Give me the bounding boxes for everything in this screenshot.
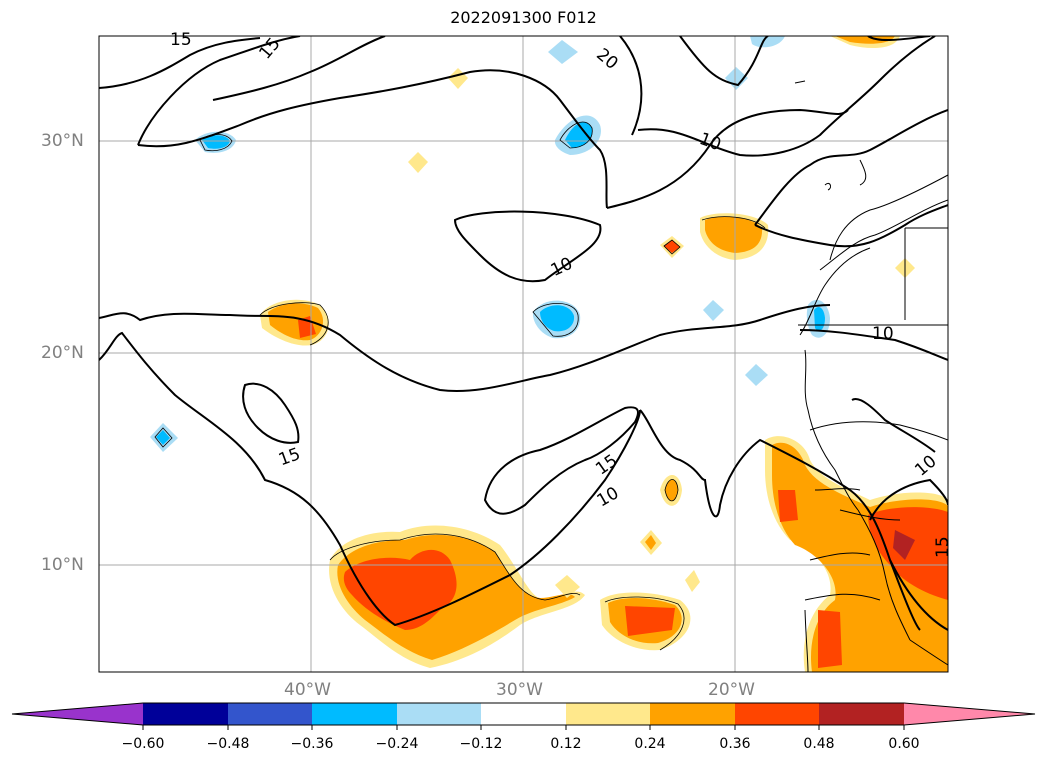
contours bbox=[99, 36, 948, 672]
contour-label-group: 15 15 20 10 10 10 15 15 10 10 15 bbox=[170, 30, 953, 558]
colorbar-tick-label: −0.24 bbox=[375, 736, 419, 752]
contour-label: 15 bbox=[933, 536, 953, 558]
contour-label: 10 bbox=[911, 451, 940, 480]
colorbar-tick-label: −0.60 bbox=[121, 736, 165, 752]
lon-label: 40°W bbox=[284, 680, 331, 700]
contour-label: 10 bbox=[872, 324, 894, 344]
colorbar-segment bbox=[228, 703, 312, 725]
lat-label: 10°N bbox=[41, 555, 84, 575]
shaded-anomalies bbox=[150, 36, 948, 672]
contour-label: 20 bbox=[592, 45, 621, 74]
colorbar-tick-label: 0.24 bbox=[634, 736, 666, 752]
contour-label: 10 bbox=[594, 483, 623, 511]
contour-label: 15 bbox=[276, 444, 303, 470]
map-title: 2022091300 F012 bbox=[450, 8, 597, 27]
colorbar-segment bbox=[397, 703, 481, 725]
colorbar-tick-label: −0.48 bbox=[206, 736, 250, 752]
colorbar-tick-label: −0.12 bbox=[459, 736, 503, 752]
graticule bbox=[99, 36, 948, 672]
colorbar-segment bbox=[481, 703, 566, 725]
colorbar-segment bbox=[819, 703, 904, 725]
contour-label: 15 bbox=[170, 30, 192, 50]
lat-label: 20°N bbox=[41, 343, 84, 363]
colorbar-under-triangle bbox=[12, 703, 143, 725]
colorbar-segment bbox=[650, 703, 735, 725]
colorbar-segment bbox=[312, 703, 397, 725]
colorbar-over-triangle bbox=[904, 703, 1035, 725]
lat-label: 30°N bbox=[41, 131, 84, 151]
colorbar-segment bbox=[566, 703, 650, 725]
colorbar-tick-label: −0.36 bbox=[290, 736, 334, 752]
colorbar-tick-label: 0.60 bbox=[888, 736, 920, 752]
lon-label: 30°W bbox=[496, 680, 543, 700]
lon-label: 20°W bbox=[708, 680, 755, 700]
colorbar-tick-label: 0.48 bbox=[803, 736, 835, 752]
colorbar-tick-label: 0.36 bbox=[719, 736, 751, 752]
colorbar-tick-label: 0.12 bbox=[550, 736, 582, 752]
colorbar-segment bbox=[143, 703, 228, 725]
colorbar bbox=[11, 702, 1036, 730]
map-frame bbox=[98, 35, 949, 673]
colorbar-segment bbox=[735, 703, 819, 725]
contour-label: 10 bbox=[548, 254, 576, 281]
